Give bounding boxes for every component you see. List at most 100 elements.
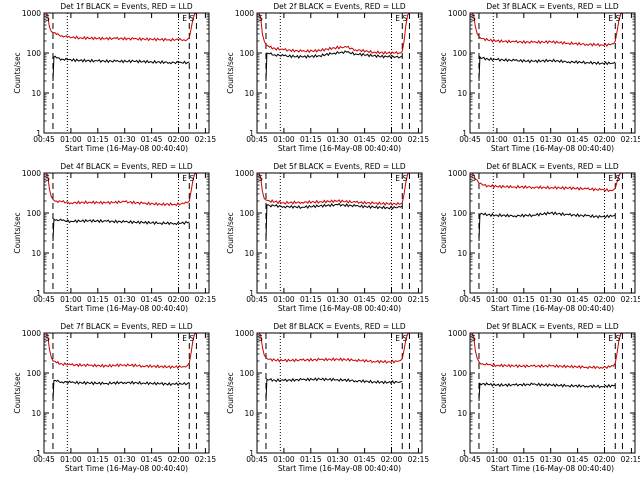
plot-frame <box>256 172 423 294</box>
x-axis-label: Start Time (16-May-08 00:40:40) <box>278 464 401 473</box>
x-tick-label: 01:15 <box>87 455 109 464</box>
x-tick-label: 01:15 <box>300 135 322 144</box>
x-tick-label: 01:15 <box>513 455 535 464</box>
panel-title: Det 2f BLACK = Events, RED = LLD <box>273 2 406 11</box>
y-tick-label: 1000 <box>448 329 467 338</box>
marker-label-s: S <box>189 334 194 343</box>
x-tick-label: 01:45 <box>354 455 376 464</box>
y-tick-label: 1 <box>249 289 254 298</box>
x-tick-label: 01:15 <box>513 295 535 304</box>
x-tick-label: 01:45 <box>354 295 376 304</box>
panel-title: Det 9f BLACK = Events, RED = LLD <box>486 322 619 331</box>
plot-frame <box>469 332 636 454</box>
y-axis-label: Counts/sec <box>13 52 22 93</box>
y-tick-label: 1000 <box>22 329 41 338</box>
x-tick-label: 01:00 <box>486 295 508 304</box>
marker-label-e: E <box>608 334 613 343</box>
x-tick-label: 02:00 <box>381 295 403 304</box>
x-tick-label: 02:00 <box>381 135 403 144</box>
y-tick-label: 1 <box>249 129 254 138</box>
y-tick-label: 1 <box>462 289 467 298</box>
x-tick-label: 00:45 <box>459 455 481 464</box>
marker-label-e: E <box>182 174 187 183</box>
panel-title: Det 5f BLACK = Events, RED = LLD <box>273 162 406 171</box>
y-tick-label: 100 <box>240 369 255 378</box>
x-axis-label: Start Time (16-May-08 00:40:40) <box>278 144 401 153</box>
x-tick-label: 01:00 <box>60 455 82 464</box>
lld-series-line <box>45 12 197 42</box>
y-tick-label: 1000 <box>22 9 41 18</box>
panel-title: Det 6f BLACK = Events, RED = LLD <box>486 162 619 171</box>
y-tick-label: 1 <box>462 449 467 458</box>
start-marker-label: S <box>258 334 263 343</box>
x-tick-label: 02:00 <box>594 135 616 144</box>
x-tick-label: 01:45 <box>141 135 163 144</box>
x-tick-label: 00:45 <box>33 455 55 464</box>
x-tick-label: 01:00 <box>273 135 295 144</box>
x-tick-label: 00:45 <box>459 295 481 304</box>
x-tick-label: 01:00 <box>273 295 295 304</box>
y-axis-label: Counts/sec <box>226 52 235 93</box>
y-axis-label: Counts/sec <box>13 372 22 413</box>
marker-label-s: S <box>402 174 407 183</box>
x-tick-label: 02:00 <box>168 135 190 144</box>
x-tick-label: 01:00 <box>486 135 508 144</box>
y-axis-label: Counts/sec <box>439 372 448 413</box>
marker-label-e: E <box>395 14 400 23</box>
plot-frame <box>256 332 423 454</box>
x-tick-label: 02:15 <box>195 135 217 144</box>
panel-9: Det 9f BLACK = Events, RED = LLD 1 10 100 10… <box>439 322 640 473</box>
panel-title: Det 8f BLACK = Events, RED = LLD <box>273 322 406 331</box>
events-series-line <box>265 377 403 402</box>
x-tick-label: 02:00 <box>168 455 190 464</box>
panel-title: Det 4f BLACK = Events, RED = LLD <box>60 162 193 171</box>
x-tick-label: 01:45 <box>141 295 163 304</box>
y-tick-label: 10 <box>244 409 254 418</box>
y-tick-label: 100 <box>27 209 42 218</box>
marker-label-e: E <box>608 174 613 183</box>
start-marker-label: S <box>258 14 263 23</box>
y-tick-label: 10 <box>457 89 467 98</box>
y-axis-label: Counts/sec <box>439 212 448 253</box>
y-tick-label: 1000 <box>235 9 254 18</box>
start-marker-label: S <box>471 334 476 343</box>
marker-label-s: S <box>615 334 620 343</box>
x-tick-label: 00:45 <box>246 135 268 144</box>
start-marker-label: S <box>45 14 50 23</box>
events-series-line <box>478 211 616 242</box>
x-axis-label: Start Time (16-May-08 00:40:40) <box>65 304 188 313</box>
start-marker-label: S <box>258 174 263 183</box>
start-marker-label: S <box>471 14 476 23</box>
x-tick-label: 01:30 <box>540 135 562 144</box>
lld-series-line <box>258 332 410 364</box>
marker-label-s: S <box>189 14 194 23</box>
marker-label-s: S <box>615 14 620 23</box>
start-marker-label: S <box>471 174 476 183</box>
panel-1: Det 1f BLACK = Events, RED = LLD 1 10 100 10… <box>13 2 216 153</box>
x-tick-label: 02:00 <box>168 295 190 304</box>
x-tick-label: 00:45 <box>246 295 268 304</box>
marker-label-s: S <box>402 334 407 343</box>
marker-label-e: E <box>395 174 400 183</box>
x-tick-label: 01:15 <box>87 295 109 304</box>
panel-5: Det 5f BLACK = Events, RED = LLD 1 10 100 10… <box>226 162 429 313</box>
lld-series-line <box>258 172 410 206</box>
panel-7: Det 7f BLACK = Events, RED = LLD 1 10 100 10… <box>13 322 216 473</box>
x-tick-label: 01:30 <box>327 295 349 304</box>
x-tick-label: 02:15 <box>195 295 217 304</box>
panel-title: Det 1f BLACK = Events, RED = LLD <box>60 2 193 11</box>
x-tick-label: 01:00 <box>486 455 508 464</box>
lld-series-line <box>45 172 197 207</box>
lld-series-line <box>258 12 410 56</box>
y-tick-label: 100 <box>453 369 468 378</box>
x-tick-label: 01:45 <box>567 135 589 144</box>
x-tick-label: 01:15 <box>87 135 109 144</box>
y-tick-label: 10 <box>31 89 41 98</box>
y-tick-label: 100 <box>27 369 42 378</box>
marker-label-e: E <box>182 14 187 23</box>
lld-series-line <box>471 332 623 370</box>
x-tick-label: 01:30 <box>540 295 562 304</box>
x-axis-label: Start Time (16-May-08 00:40:40) <box>65 464 188 473</box>
panel-8: Det 8f BLACK = Events, RED = LLD 1 10 100 10… <box>226 322 429 473</box>
